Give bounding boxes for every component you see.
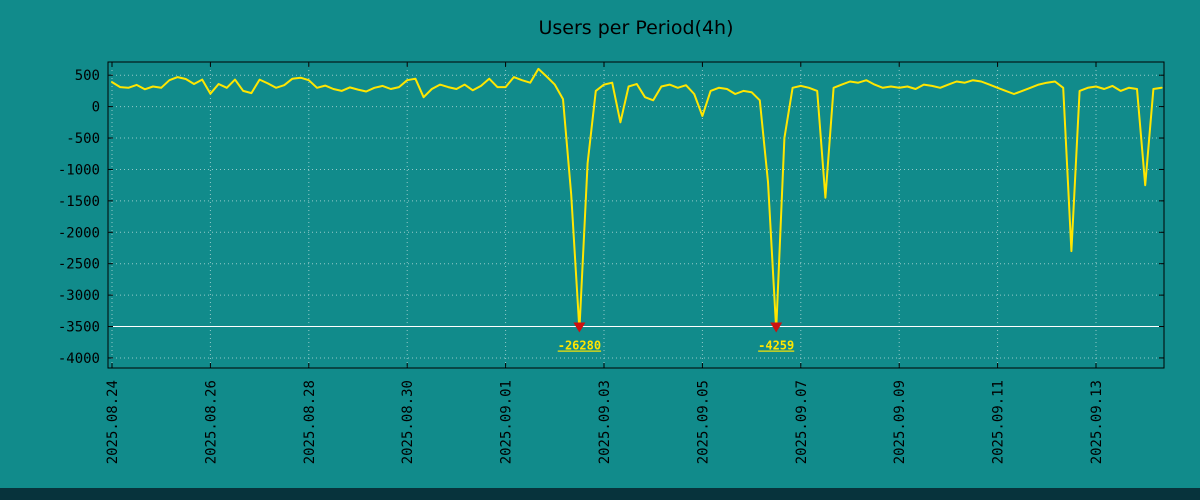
svg-text:-1500: -1500 xyxy=(58,194,100,210)
plot-border xyxy=(107,61,1165,369)
svg-text:500: 500 xyxy=(75,68,100,84)
svg-text:2025.09.07: 2025.09.07 xyxy=(794,380,810,464)
min-marker xyxy=(770,322,783,333)
x-axis-labels: 2025.08.24 2025.08.26 2025.08.28 2025.08.30… xyxy=(105,380,1105,464)
svg-text:-3000: -3000 xyxy=(58,288,100,304)
min-label: -26280 xyxy=(558,339,601,353)
svg-text:-2500: -2500 xyxy=(58,257,100,273)
svg-text:2025.08.24: 2025.08.24 xyxy=(105,380,121,464)
bottom-bar xyxy=(0,488,1200,500)
svg-text:2025.09.11: 2025.09.11 xyxy=(991,380,1007,464)
svg-text:-1000: -1000 xyxy=(58,162,100,178)
chart-canvas: 500 0 -500 -1000 -1500 -2000 -2500 -3000 -3500 -4… xyxy=(58,61,1165,464)
svg-text:-3500: -3500 xyxy=(58,320,100,336)
svg-text:-4000: -4000 xyxy=(58,351,100,367)
grid-lines xyxy=(108,62,1164,368)
y-axis-labels: 500 0 -500 -1000 -1500 -2000 -2500 -3000 -3500 -4… xyxy=(58,68,100,367)
series-line xyxy=(111,67,1163,331)
svg-text:2025.09.05: 2025.09.05 xyxy=(695,380,711,464)
chart-title: Users per Period(4h) xyxy=(538,17,734,39)
svg-text:2025.09.03: 2025.09.03 xyxy=(597,380,613,464)
svg-text:-2000: -2000 xyxy=(58,225,100,241)
svg-text:2025.09.01: 2025.09.01 xyxy=(499,380,515,464)
min-marker xyxy=(573,322,586,333)
svg-text:2025.09.13: 2025.09.13 xyxy=(1089,380,1105,464)
svg-text:2025.08.26: 2025.08.26 xyxy=(203,380,219,464)
svg-text:2025.09.09: 2025.09.09 xyxy=(892,380,908,464)
svg-text:2025.08.30: 2025.08.30 xyxy=(400,380,416,464)
svg-text:0: 0 xyxy=(92,100,100,116)
svg-text:2025.08.28: 2025.08.28 xyxy=(302,380,318,464)
tick-marks xyxy=(108,62,1164,368)
svg-text:-500: -500 xyxy=(66,131,100,147)
min-label: -4259 xyxy=(758,339,794,353)
